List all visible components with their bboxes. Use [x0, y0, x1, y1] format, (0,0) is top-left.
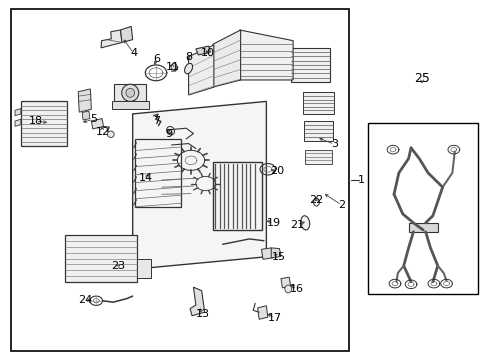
Bar	[114, 84, 145, 102]
Polygon shape	[15, 109, 21, 116]
Polygon shape	[120, 26, 132, 42]
Bar	[11, 9, 348, 351]
Text: 22: 22	[309, 195, 323, 204]
Bar	[112, 101, 148, 109]
Polygon shape	[190, 287, 204, 316]
Polygon shape	[101, 30, 122, 48]
Text: 5: 5	[90, 114, 97, 124]
Text: 19: 19	[266, 218, 280, 228]
Ellipse shape	[122, 84, 139, 102]
Ellipse shape	[107, 131, 114, 138]
Bar	[290, 48, 329, 82]
Text: 6: 6	[153, 54, 160, 64]
Polygon shape	[15, 119, 21, 126]
Polygon shape	[281, 277, 290, 288]
Polygon shape	[78, 89, 91, 112]
Polygon shape	[271, 248, 281, 258]
Bar	[302, 93, 334, 114]
Text: 23: 23	[111, 261, 125, 271]
Polygon shape	[212, 30, 240, 87]
Polygon shape	[261, 248, 272, 259]
Text: 11: 11	[165, 63, 179, 72]
Text: 10: 10	[201, 48, 215, 58]
Text: 2: 2	[338, 200, 345, 210]
Ellipse shape	[300, 216, 309, 230]
Polygon shape	[196, 46, 210, 55]
Polygon shape	[257, 306, 267, 319]
Ellipse shape	[166, 126, 174, 135]
Text: 8: 8	[184, 52, 192, 62]
Polygon shape	[188, 45, 213, 95]
Ellipse shape	[313, 198, 319, 206]
Bar	[136, 258, 151, 278]
Polygon shape	[82, 111, 90, 120]
Bar	[212, 162, 261, 230]
Text: 24: 24	[78, 295, 92, 305]
Bar	[135, 139, 181, 207]
Text: 14: 14	[139, 173, 153, 183]
Polygon shape	[132, 102, 266, 269]
Text: 17: 17	[267, 312, 281, 323]
Bar	[408, 223, 437, 232]
Text: 18: 18	[28, 116, 42, 126]
Text: 15: 15	[271, 252, 285, 262]
Text: 13: 13	[196, 309, 210, 319]
Ellipse shape	[171, 64, 177, 70]
Ellipse shape	[184, 63, 192, 74]
Text: 16: 16	[289, 284, 304, 294]
Bar	[368, 123, 477, 294]
Text: 20: 20	[270, 166, 284, 176]
Bar	[303, 121, 332, 141]
Text: 7: 7	[153, 116, 160, 126]
Text: 9: 9	[165, 129, 172, 139]
Bar	[21, 102, 67, 146]
Text: 4: 4	[130, 48, 137, 58]
Text: 1: 1	[357, 175, 364, 185]
Text: 25: 25	[413, 72, 429, 85]
Bar	[64, 235, 136, 282]
Polygon shape	[239, 30, 292, 80]
Ellipse shape	[125, 88, 134, 97]
Text: 12: 12	[95, 127, 109, 137]
Ellipse shape	[285, 285, 291, 293]
Text: 3: 3	[330, 139, 337, 149]
Bar	[305, 150, 331, 164]
Text: 21: 21	[289, 220, 304, 230]
Polygon shape	[91, 118, 103, 129]
